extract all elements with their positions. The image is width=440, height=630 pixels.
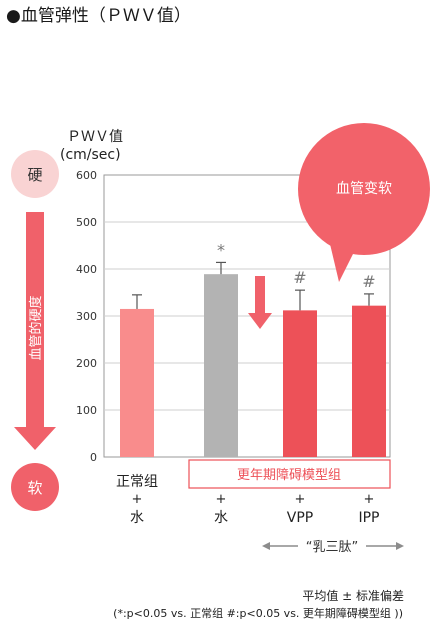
y-tick-label: 200 (76, 357, 97, 370)
bar (352, 305, 386, 457)
bars: * # # (120, 240, 386, 457)
y-tick-label: 100 (76, 404, 97, 417)
hardness-arrow-label: 血管的硬度 (28, 295, 44, 360)
significance-marker: * (217, 240, 225, 259)
hardness-arrow (14, 212, 56, 450)
bar (120, 308, 154, 457)
speech-bubble (298, 123, 430, 255)
y-tick-label: 400 (76, 263, 97, 276)
model-group-box (188, 459, 391, 489)
category-label-plus: + (295, 492, 306, 507)
bar (204, 274, 238, 457)
hard-circle (11, 150, 59, 198)
speech-bubble-text: 血管变软 (336, 181, 392, 197)
y-axis-unit: (cm/sec) (60, 147, 121, 163)
significance-marker: # (293, 268, 306, 287)
peptide-label: “乳三肽” (306, 540, 358, 555)
speech-bubble-tail (330, 244, 358, 282)
y-axis-label: ＰＷＶ值 (67, 129, 123, 145)
category-label-treatment: VPP (287, 510, 313, 526)
soft-label: 软 (27, 479, 42, 497)
category-label-plus: + (132, 492, 143, 507)
y-tick-label: 500 (76, 216, 97, 229)
category-label-treatment: 水 (214, 510, 228, 526)
bar (283, 310, 317, 457)
category-label-treatment: IPP (358, 510, 379, 526)
category-label-line1: 正常组 (116, 474, 158, 490)
category-labels: 正常组 + 水 + 水 + VPP + IPP (116, 474, 380, 526)
y-tick-label: 300 (76, 310, 97, 323)
category-label-plus: + (216, 492, 227, 507)
footnote-significance: (*:p<0.05 vs. 正常组 #:p<0.05 vs. 更年期障碍模型组 … (113, 606, 403, 620)
chart-title: ●血管弹性（ＰＷＶ值） (6, 6, 191, 26)
model-group-label: 更年期障碍模型组 (237, 468, 341, 483)
y-tick-labels: 0 100 200 300 400 500 600 (76, 169, 97, 464)
hard-label: 硬 (27, 166, 42, 184)
decrease-arrow (248, 276, 272, 329)
footnote-sd: 平均值 ± 标准偏差 (302, 588, 404, 603)
soft-circle (11, 463, 59, 511)
peptide-arrow-right-head (396, 542, 404, 550)
y-tick-label: 600 (76, 169, 97, 182)
peptide-arrow-left-head (262, 542, 270, 550)
category-label-plus: + (364, 492, 375, 507)
y-tick-label: 0 (90, 451, 97, 464)
category-label-treatment: 水 (130, 510, 144, 526)
significance-marker: # (362, 272, 375, 291)
